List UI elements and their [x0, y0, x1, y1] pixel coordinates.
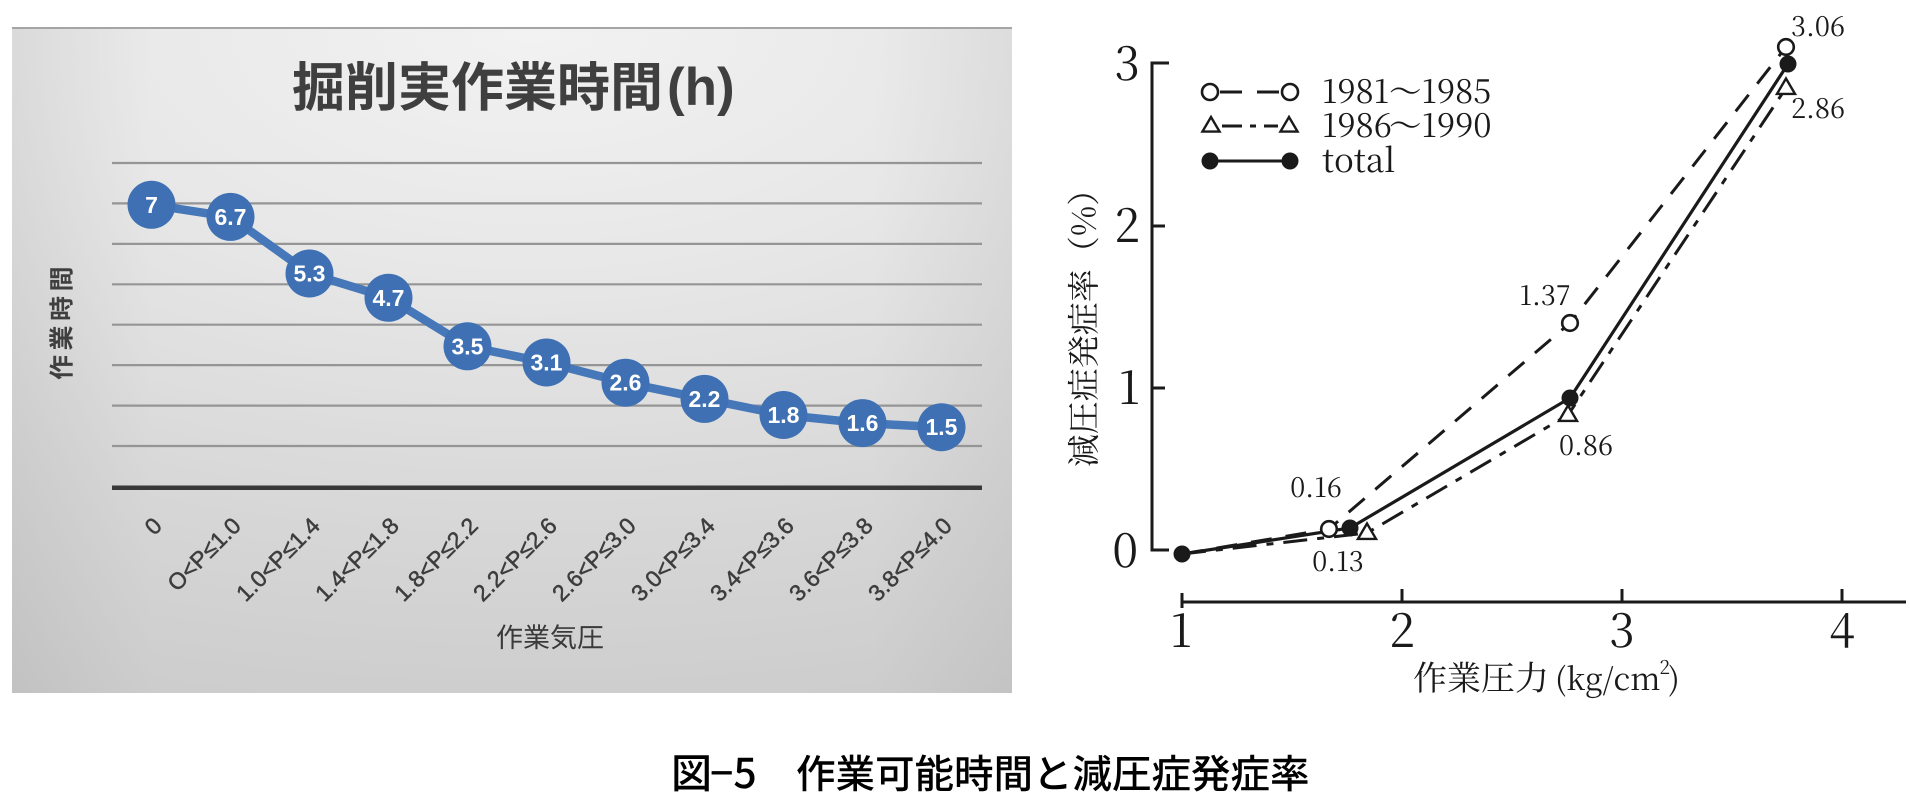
svg-text:1.8: 1.8: [768, 402, 800, 428]
svg-text:2.6<P≤3.0: 2.6<P≤3.0: [547, 512, 641, 606]
svg-text:2.6: 2.6: [610, 370, 642, 396]
svg-text:3.8<P≤4.0: 3.8<P≤4.0: [863, 512, 957, 606]
svg-text:7: 7: [145, 192, 158, 218]
svg-text:3.4<P≤3.6: 3.4<P≤3.6: [705, 512, 799, 606]
svg-text:3.0<P≤3.4: 3.0<P≤3.4: [626, 512, 720, 606]
svg-text:5.3: 5.3: [294, 261, 326, 287]
svg-text:3.6<P≤3.8: 3.6<P≤3.8: [784, 512, 878, 606]
svg-text:1.8<P≤2.2: 1.8<P≤2.2: [389, 512, 483, 606]
svg-text:3.1: 3.1: [531, 350, 563, 376]
svg-text:O<P≤1.0: O<P≤1.0: [162, 512, 246, 596]
svg-text:(h): (h): [667, 58, 735, 117]
svg-text:4.7: 4.7: [373, 285, 405, 311]
svg-text:1.5: 1.5: [926, 414, 958, 440]
svg-text:1.0<P≤1.4: 1.0<P≤1.4: [231, 512, 325, 606]
svg-text:0: 0: [139, 512, 167, 540]
svg-text:2.2: 2.2: [689, 386, 721, 412]
svg-text:6.7: 6.7: [215, 204, 247, 230]
svg-text:1.6: 1.6: [847, 410, 879, 436]
svg-text:1.4<P≤1.8: 1.4<P≤1.8: [310, 512, 404, 606]
svg-text:3.5: 3.5: [452, 333, 484, 359]
svg-text:2.2<P≤2.6: 2.2<P≤2.6: [468, 512, 562, 606]
